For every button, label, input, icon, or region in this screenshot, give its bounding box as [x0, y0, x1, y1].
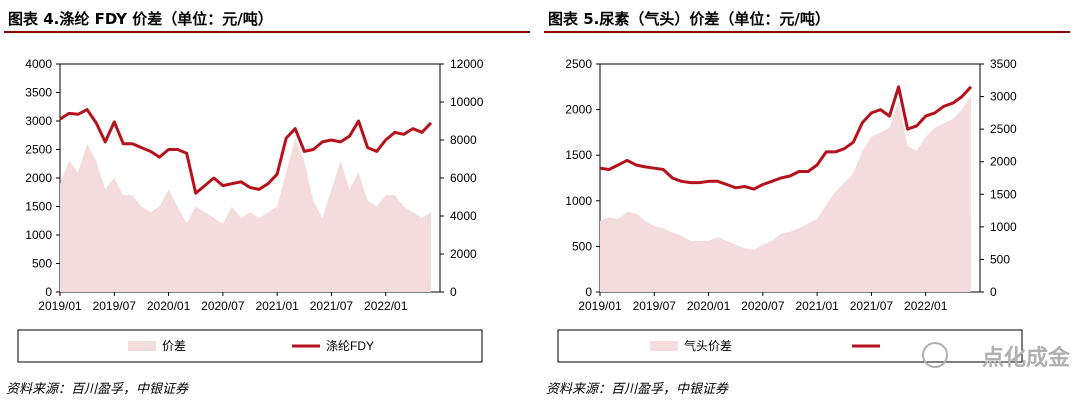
- title-rule: [4, 31, 530, 33]
- y-right-tick-label: 2000: [450, 247, 477, 261]
- x-tick-label: 2021/01: [795, 299, 839, 313]
- y-left-tick-label: 500: [32, 257, 52, 271]
- y-right-tick-label: 2000: [990, 155, 1017, 169]
- y-right-tick-label: 8000: [450, 133, 477, 147]
- title-rule: [544, 31, 1070, 33]
- y-right-tick-label: 0: [990, 285, 997, 299]
- y-right-tick-label: 3500: [990, 57, 1017, 71]
- y-left-tick-label: 1500: [25, 200, 52, 214]
- legend-label: 涤纶FDY: [326, 339, 374, 353]
- y-right-tick-label: 3000: [990, 90, 1017, 104]
- series-line: [599, 85, 973, 191]
- series-area: [600, 95, 971, 293]
- x-tick-label: 2019/01: [38, 299, 82, 313]
- series-area: [60, 138, 431, 292]
- y-left-tick-label: 3500: [25, 86, 52, 100]
- y-left-tick-label: 2500: [25, 143, 52, 157]
- y-right-tick-label: 1000: [990, 220, 1017, 234]
- y-right-tick-label: 10000: [450, 95, 484, 109]
- y-right-tick-label: 0: [450, 285, 457, 299]
- legend-label: 价差: [162, 339, 186, 353]
- y-right-tick-label: 12000: [450, 57, 484, 71]
- y-left-tick-label: 3000: [25, 114, 52, 128]
- legend-swatch: [128, 341, 156, 351]
- x-tick-label: 2022/01: [904, 299, 948, 313]
- y-right-tick-label: 500: [990, 252, 1010, 266]
- chart-urea-spread: 0 500 1000 1500 2000 2500 0 500 1000 1500 2000 2500…: [557, 57, 1023, 363]
- legend-label: 气头价差: [684, 338, 732, 353]
- y-right-tick-label: 6000: [450, 171, 477, 185]
- chart-title: 图表 4.涤纶 FDY 价差（单位：元/吨）: [8, 10, 273, 28]
- y-left-tick-label: 4000: [25, 57, 52, 71]
- chart-panel-fdy: 图表 4.涤纶 FDY 价差（单位：元/吨） 0 500 1000 1500 2000 2…: [4, 10, 530, 397]
- y-left-tick-label: 2500: [565, 57, 592, 71]
- legend-box: [17, 329, 483, 363]
- x-tick-label: 2019/07: [633, 299, 677, 313]
- chart-fdy-spread: 0 500 1000 1500 2000 2500 3000 3500 4000 0 2000 400…: [17, 57, 484, 363]
- y-left-tick-label: 500: [572, 239, 592, 253]
- legend-swatch: [650, 341, 678, 351]
- chart-title: 图表 5.尿素（气头）价差（单位：元/吨）: [548, 10, 830, 28]
- y-left-tick-label: 0: [45, 285, 52, 299]
- y-right-tick-label: 4000: [450, 209, 477, 223]
- y-left-tick-label: 0: [585, 285, 592, 299]
- x-tick-label: 2020/01: [687, 299, 731, 313]
- x-tick-label: 2019/07: [93, 299, 137, 313]
- x-tick-label: 2021/07: [310, 299, 354, 313]
- y-right-tick-label: 2500: [990, 122, 1017, 136]
- wechat-icon: [922, 342, 948, 368]
- y-left-tick-label: 1500: [565, 148, 592, 162]
- x-tick-label: 2021/07: [850, 299, 894, 313]
- x-tick-label: 2020/01: [147, 299, 191, 313]
- chart-source: 资料来源：百川盈孚，中银证券: [546, 382, 729, 397]
- x-tick-label: 2020/07: [201, 299, 245, 313]
- x-tick-label: 2019/01: [578, 299, 622, 313]
- chart-source: 资料来源：百川盈孚，中银证券: [6, 382, 189, 397]
- x-tick-label: 2022/01: [364, 299, 408, 313]
- y-left-tick-label: 2000: [25, 171, 52, 185]
- watermark: 点化成金: [981, 346, 1070, 371]
- x-tick-label: 2021/01: [255, 299, 299, 313]
- legend-box: [557, 329, 1023, 363]
- y-left-tick-label: 1000: [25, 228, 52, 242]
- y-left-tick-label: 2000: [565, 103, 592, 117]
- x-tick-label: 2020/07: [741, 299, 785, 313]
- y-left-tick-label: 1000: [565, 194, 592, 208]
- series-line: [59, 108, 433, 195]
- chart-panel-urea: 图表 5.尿素（气头）价差（单位：元/吨） 0 500 1000 1500 2000 25…: [540, 0, 1080, 406]
- y-right-tick-label: 1500: [990, 187, 1017, 201]
